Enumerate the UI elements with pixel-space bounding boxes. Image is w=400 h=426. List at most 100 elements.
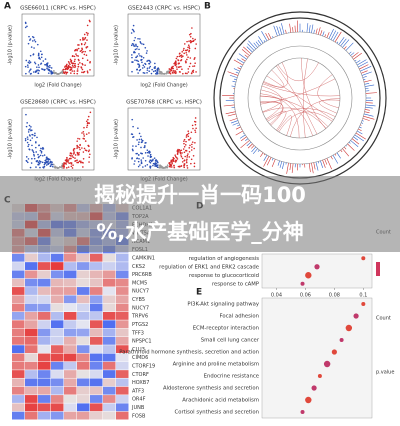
plot-title: GSE70768 (CRPC vs. HSPC) — [126, 100, 202, 106]
point — [146, 67, 149, 70]
point — [33, 134, 36, 137]
point — [74, 58, 76, 61]
point — [66, 68, 69, 71]
track-bar — [340, 149, 343, 153]
track-bar — [326, 158, 332, 170]
point — [26, 161, 29, 164]
point — [130, 32, 133, 34]
point — [183, 163, 185, 165]
point — [186, 54, 188, 56]
heat-cell — [103, 328, 116, 337]
link — [319, 99, 340, 114]
track-bar — [322, 31, 325, 37]
track-bar — [350, 52, 355, 56]
heat-cell — [12, 295, 25, 304]
heat-cell — [64, 328, 77, 337]
point — [87, 150, 90, 153]
point — [184, 155, 186, 158]
point — [39, 166, 41, 169]
point — [183, 166, 186, 169]
point — [68, 157, 71, 160]
point — [34, 71, 37, 73]
gene-label: JUNB — [131, 405, 145, 411]
point — [158, 166, 161, 169]
point — [136, 68, 138, 71]
point — [25, 59, 28, 62]
point — [181, 50, 183, 53]
track-bar — [359, 64, 369, 70]
track-bar — [231, 85, 236, 87]
point — [148, 70, 151, 72]
gene-label: CIMD6 — [132, 355, 148, 361]
point — [189, 62, 192, 65]
heat-cell — [51, 353, 64, 362]
point — [133, 30, 135, 33]
point — [34, 146, 37, 149]
point — [139, 38, 141, 40]
point — [132, 61, 134, 63]
point — [80, 42, 83, 45]
heat-cell — [12, 411, 25, 420]
heat-cell — [103, 395, 116, 403]
point — [182, 49, 185, 52]
heat-cell — [64, 378, 77, 387]
point — [31, 144, 33, 147]
point — [148, 62, 150, 65]
point — [190, 162, 192, 165]
point — [189, 137, 192, 139]
heat-cell — [25, 336, 38, 345]
point — [81, 57, 84, 60]
point — [25, 159, 28, 162]
point — [191, 143, 193, 146]
point — [67, 61, 70, 63]
track-bar — [247, 143, 253, 149]
point — [76, 72, 79, 75]
heat-cell — [51, 287, 64, 295]
dot — [361, 302, 366, 306]
point — [61, 70, 64, 72]
point — [172, 67, 174, 70]
point — [152, 164, 154, 167]
point — [189, 57, 192, 59]
point — [187, 153, 189, 155]
track-bar — [246, 46, 253, 53]
heat-cell — [90, 320, 103, 329]
point — [83, 43, 86, 46]
heat-cell — [116, 370, 129, 378]
point — [76, 159, 78, 161]
heat-cell — [77, 403, 90, 412]
point — [186, 156, 188, 158]
track-bar — [233, 78, 237, 81]
point — [186, 58, 188, 61]
point — [46, 64, 49, 67]
plot-frame — [21, 107, 95, 171]
point — [63, 72, 66, 75]
point — [28, 129, 30, 131]
heat-cell — [64, 411, 77, 420]
point — [28, 71, 30, 73]
heat-cell — [25, 328, 38, 337]
point — [149, 153, 152, 156]
point — [142, 166, 144, 168]
point — [174, 64, 177, 67]
point — [81, 48, 84, 51]
point — [193, 120, 196, 123]
heat-cell — [116, 411, 129, 420]
point — [84, 42, 87, 44]
point — [30, 129, 32, 132]
point — [31, 157, 33, 160]
track-bar — [255, 41, 260, 47]
point — [28, 60, 31, 62]
heat-cell — [25, 278, 38, 287]
track-bar — [241, 58, 246, 62]
point — [187, 139, 190, 141]
heat-cell — [51, 361, 64, 370]
point — [170, 166, 173, 168]
point — [71, 167, 74, 169]
track-bar — [279, 26, 283, 35]
track-bar — [351, 138, 360, 145]
track-bar — [253, 42, 258, 48]
point — [41, 154, 44, 157]
point — [183, 52, 186, 55]
point — [82, 158, 85, 160]
